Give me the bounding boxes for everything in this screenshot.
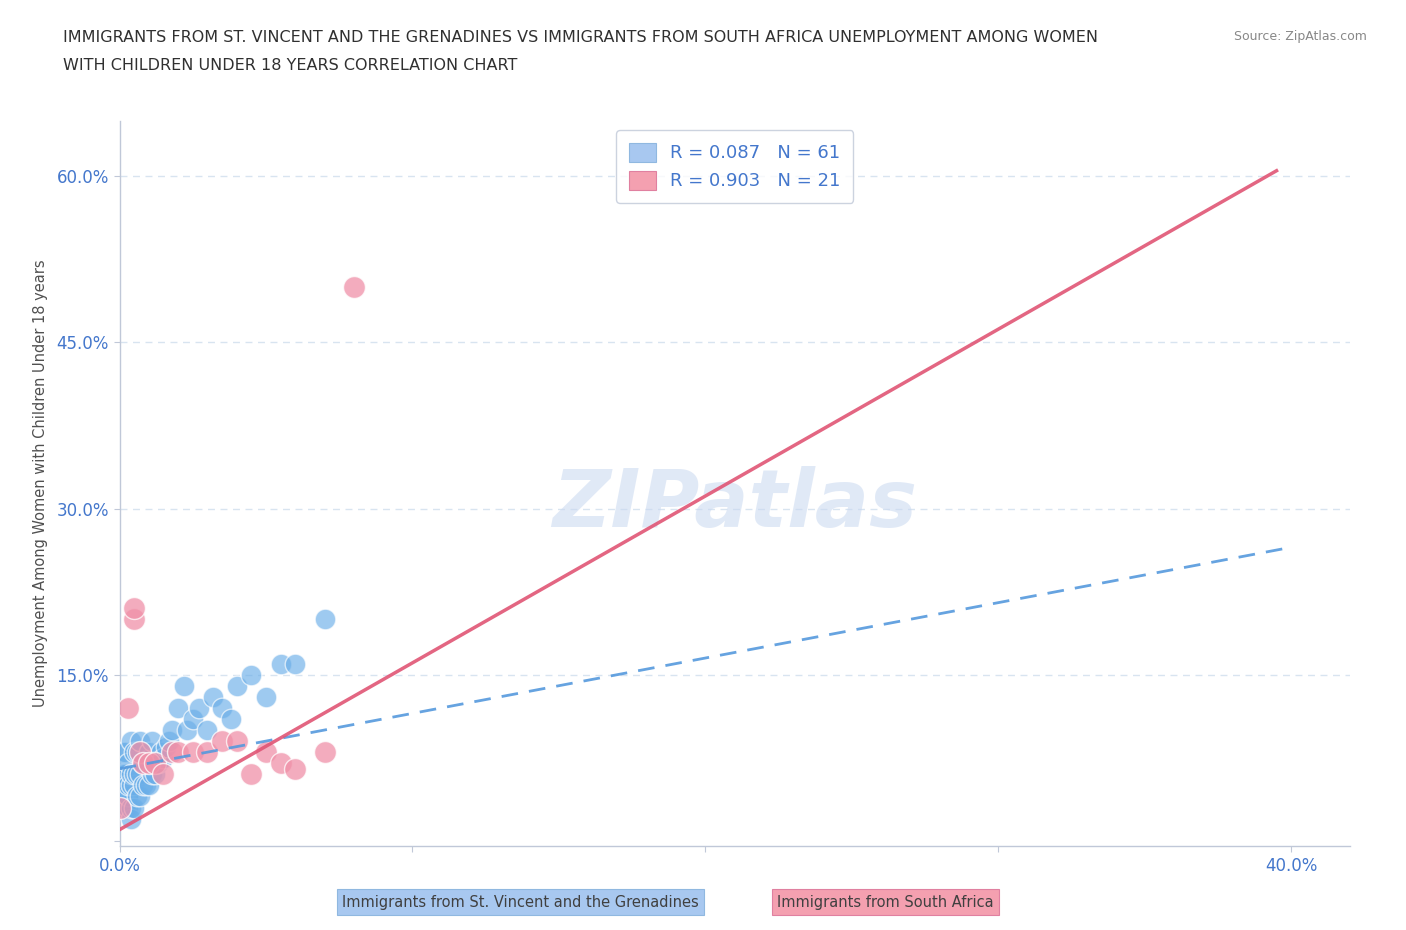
Point <box>254 689 277 704</box>
Point <box>270 657 292 671</box>
Point <box>122 745 145 760</box>
Point <box>122 601 145 616</box>
Text: IMMIGRANTS FROM ST. VINCENT AND THE GRENADINES VS IMMIGRANTS FROM SOUTH AFRICA U: IMMIGRANTS FROM ST. VINCENT AND THE GREN… <box>63 30 1098 45</box>
Point <box>111 789 134 804</box>
Point <box>138 778 160 793</box>
Point <box>284 657 307 671</box>
Text: Immigrants from St. Vincent and the Grenadines: Immigrants from St. Vincent and the Gren… <box>342 895 699 910</box>
Point <box>117 789 139 804</box>
Legend: R = 0.087   N = 61, R = 0.903   N = 21: R = 0.087 N = 61, R = 0.903 N = 21 <box>616 130 853 203</box>
Point <box>176 723 198 737</box>
Point <box>167 745 190 760</box>
Point <box>314 612 336 627</box>
Point <box>114 767 136 782</box>
Point <box>152 751 174 765</box>
Point <box>162 745 183 760</box>
Point <box>117 756 139 771</box>
Point <box>314 745 336 760</box>
Point <box>270 756 292 771</box>
Point <box>143 756 166 771</box>
Point <box>152 767 174 782</box>
Point <box>141 734 163 749</box>
Text: Immigrants from South Africa: Immigrants from South Africa <box>778 895 994 910</box>
Point <box>254 745 277 760</box>
Text: ZIPatlas: ZIPatlas <box>553 466 917 544</box>
Point <box>195 745 219 760</box>
Point <box>108 800 131 815</box>
Point <box>138 745 160 760</box>
Point <box>211 734 233 749</box>
Point <box>141 767 163 782</box>
Point <box>219 711 242 726</box>
Point <box>143 767 166 782</box>
Point <box>127 745 149 760</box>
Point <box>146 756 169 771</box>
Point <box>120 811 142 826</box>
Text: Source: ZipAtlas.com: Source: ZipAtlas.com <box>1233 30 1367 43</box>
Point <box>108 800 131 815</box>
Point <box>211 700 233 715</box>
Y-axis label: Unemployment Among Women with Children Under 18 years: Unemployment Among Women with Children U… <box>34 259 48 708</box>
Point <box>181 745 204 760</box>
Point <box>120 800 142 815</box>
Point <box>157 734 180 749</box>
Point <box>181 711 204 726</box>
Point <box>132 756 155 771</box>
Point <box>225 678 247 693</box>
Point <box>108 778 131 793</box>
Point <box>195 723 219 737</box>
Point <box>120 767 142 782</box>
Point <box>129 734 152 749</box>
Point <box>108 789 131 804</box>
Point <box>111 767 134 782</box>
Point <box>225 734 247 749</box>
Point <box>122 778 145 793</box>
Point <box>129 745 152 760</box>
Point <box>187 700 209 715</box>
Point <box>117 800 139 815</box>
Point <box>138 756 160 771</box>
Point <box>127 767 149 782</box>
Point <box>120 778 142 793</box>
Point <box>240 767 263 782</box>
Point <box>117 789 139 804</box>
Point <box>167 700 190 715</box>
Point <box>240 667 263 682</box>
Point <box>108 767 131 782</box>
Point <box>135 778 157 793</box>
Point <box>114 800 136 815</box>
Point <box>173 678 195 693</box>
Point <box>122 800 145 815</box>
Point <box>129 767 152 782</box>
Point <box>122 767 145 782</box>
Point <box>132 778 155 793</box>
Point <box>127 789 149 804</box>
Point <box>162 723 183 737</box>
Point <box>120 734 142 749</box>
Point <box>114 789 136 804</box>
Point <box>132 756 155 771</box>
Point <box>117 778 139 793</box>
Point <box>202 689 225 704</box>
Point <box>111 745 134 760</box>
Text: WITH CHILDREN UNDER 18 YEARS CORRELATION CHART: WITH CHILDREN UNDER 18 YEARS CORRELATION… <box>63 58 517 73</box>
Point <box>343 280 366 295</box>
Point <box>114 745 136 760</box>
Point <box>284 762 307 777</box>
Point <box>155 739 177 754</box>
Point <box>117 700 139 715</box>
Point <box>122 612 145 627</box>
Point <box>149 745 172 760</box>
Point <box>129 789 152 804</box>
Point <box>114 778 136 793</box>
